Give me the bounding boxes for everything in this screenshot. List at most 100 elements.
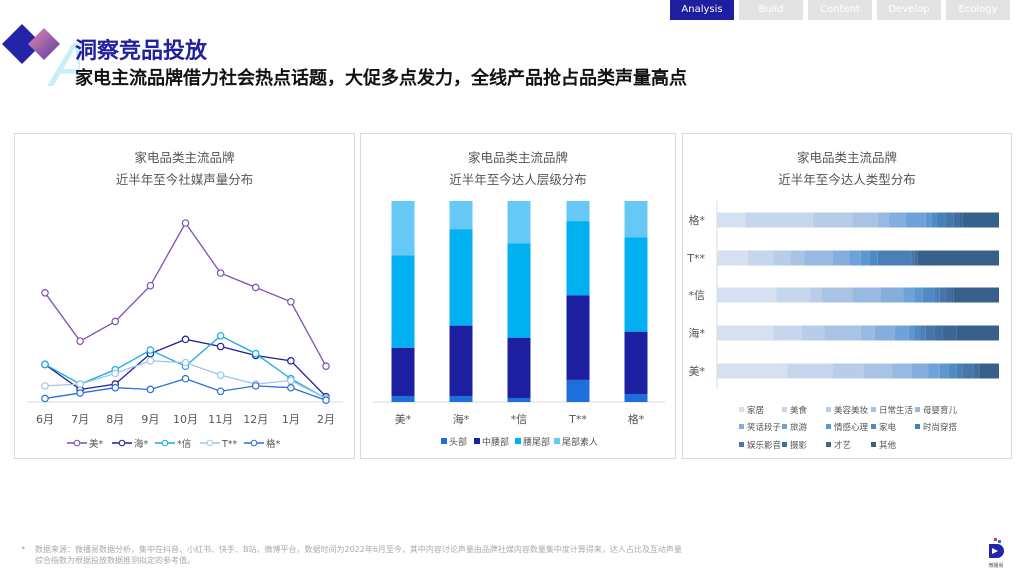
x-tick-label: 11月 (208, 413, 233, 426)
bar-segment-摄影 (973, 363, 980, 379)
x-tick-label: 12月 (243, 413, 268, 426)
bar-segment-家居 (717, 325, 774, 341)
bar-segment-情感心理 (908, 325, 915, 341)
bar-segment-才艺 (951, 287, 954, 303)
bar-segment-其他 (953, 287, 999, 303)
legend-label: 日常生活 (879, 405, 914, 416)
data-point (287, 383, 295, 392)
x-tick-label: *信 (511, 413, 528, 426)
bar-segment-情感心理 (860, 250, 870, 266)
bar-segment-时尚穿搭 (920, 325, 926, 341)
x-tick-label: 8月 (106, 413, 124, 426)
data-point (146, 281, 155, 290)
stacked-bar-chart: 美* 海* *信 T** 格* 头部 中腰部 腰尾部 尾部素人 (373, 201, 665, 448)
bar-segment-美容美妆 (812, 212, 853, 228)
bar-segment-家电 (922, 287, 935, 303)
x-tick-label: 格* (628, 412, 645, 426)
legend-marker (250, 439, 258, 447)
bar-segment-母婴育儿 (860, 325, 875, 341)
bar-segment-情感心理 (914, 287, 923, 303)
legend-label: 海* (134, 438, 149, 450)
bar-segment-旅游 (849, 250, 861, 266)
bar-segment-头部 (507, 397, 531, 402)
bar-segment-日常生活 (863, 363, 892, 379)
bar-segment-美容美妆 (832, 363, 864, 379)
data-point (251, 349, 260, 358)
bar-segment-腰尾部 (391, 255, 415, 348)
legend-label: 腰尾部 (523, 436, 550, 448)
legend-swatch (871, 407, 876, 412)
tab-develop[interactable]: Develop (877, 0, 941, 20)
bar-segment-笑话段子 (911, 363, 929, 379)
bar-segment-家电 (931, 212, 937, 228)
data-point (111, 369, 120, 378)
bar-segment-尾部素人 (566, 201, 590, 222)
bar-segment-其他 (917, 250, 999, 266)
section-logo-icon: A (2, 24, 80, 90)
legend-label: 格* (266, 438, 281, 450)
series-line-美* (44, 221, 327, 367)
data-point (111, 317, 120, 326)
line-chart-panel: 家电品类主流品牌 近半年至今社媒声量分布 6月 7月 8月 9月 10月 11月 12月 1月… (14, 133, 355, 459)
legend-label: 才艺 (834, 440, 851, 451)
data-point (76, 337, 84, 345)
legend-label: 娱乐影音 (747, 440, 782, 451)
bar-segment-旅游 (928, 363, 940, 379)
tab-analysis[interactable]: Analysis (670, 0, 734, 20)
y-tick-label: 美* (689, 365, 706, 378)
bar-segment-家电 (914, 325, 921, 341)
x-tick-label: 美* (395, 413, 412, 426)
bar-segment-腰尾部 (566, 221, 590, 296)
legend-label: 美容美妆 (834, 405, 869, 416)
bar-segment-日常生活 (824, 325, 861, 341)
legend-swatch (915, 424, 920, 429)
tab-ecology[interactable]: Ecology (946, 0, 1010, 20)
footer-note: 数据来源：微播易数据分析，集中在抖音、小红书、快手、B站、微博平台，数据时间为2… (35, 544, 735, 566)
bar-segment-头部 (391, 395, 415, 402)
bar-segment-娱乐影音 (962, 363, 974, 379)
chart-title: 家电品类主流品牌 (796, 150, 897, 165)
x-tick-label: 6月 (36, 413, 54, 426)
brand-logo-text: 微播易 (988, 562, 1003, 568)
chart-subtitle: 近半年至今达人类型分布 (778, 172, 916, 187)
bar-segment-头部 (566, 379, 590, 402)
y-tick-label: T** (686, 252, 705, 265)
bar-segment-娱乐影音 (945, 212, 954, 228)
bar-segment-母婴育儿 (877, 212, 890, 228)
data-point (41, 394, 49, 403)
bar-segment-中腰部 (624, 331, 648, 394)
bar-segment-中腰部 (449, 325, 473, 396)
legend-swatch (739, 442, 744, 447)
tab-content[interactable]: Content (808, 0, 872, 20)
data-point (216, 331, 225, 340)
chart-subtitle: 近半年至今达人层级分布 (449, 172, 587, 187)
data-point (216, 387, 225, 396)
bar-segment-其他 (979, 363, 999, 379)
bar-segment-日常生活 (821, 287, 853, 303)
legend-label: 家居 (747, 405, 764, 416)
legend-label: 美* (89, 438, 104, 450)
legend-label: 中腰部 (482, 436, 509, 448)
brand-logo-icon: 微播易 (988, 538, 1004, 568)
x-tick-label: 9月 (141, 413, 159, 426)
data-point (76, 389, 84, 397)
data-point (41, 382, 49, 390)
tab-build[interactable]: Build (739, 0, 803, 20)
legend-label: 情感心理 (834, 422, 869, 433)
bar-segment-才艺 (959, 212, 963, 228)
bar-segment-尾部素人 (624, 201, 648, 238)
data-point (41, 289, 49, 297)
bar-segment-美食 (776, 287, 811, 303)
legend-label: 时尚穿搭 (923, 422, 958, 433)
footer-line: 综合指数为根据投放数据推测拟定的参考值。 (35, 556, 195, 565)
chart-title: 家电品类主流品牌 (134, 150, 235, 165)
bar-segment-头部 (449, 395, 473, 402)
data-point (251, 382, 260, 390)
legend-label: *信 (177, 438, 191, 450)
x-tick-label: T** (568, 413, 587, 426)
legend-swatch (515, 438, 521, 444)
bar-segment-笑话段子 (832, 250, 850, 266)
bar-segment-家居 (717, 363, 788, 379)
data-point (146, 385, 155, 394)
data-point (287, 357, 295, 365)
